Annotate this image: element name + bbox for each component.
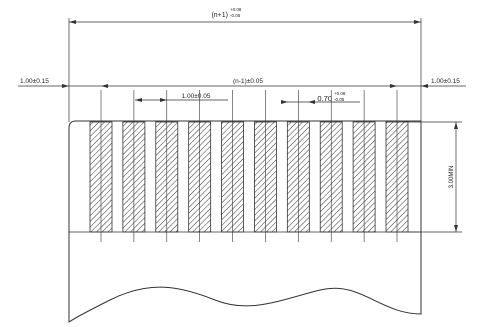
pad-height-dimension: 3.00MIN [404, 121, 462, 233]
pad-width-tol-upper: +0.08 [334, 91, 346, 96]
pad-width-label: 0.70 [317, 94, 332, 103]
pad-width-dimension: 0.70 +0.08 -0.05 [281, 91, 360, 104]
pitch-span-label: (n-1)±0.05 [233, 78, 263, 85]
pitch-label: 1.00±0.05 [182, 93, 211, 100]
contact-pads [89, 90, 409, 242]
overall-width-dimension: (n+1) +0.08 -0.05 [68, 7, 422, 122]
overall-width-tol-lower: -0.05 [230, 13, 241, 18]
right-margin-label: 1.00±0.15 [431, 78, 460, 85]
overall-width-tol-upper: +0.08 [230, 7, 242, 12]
overall-width-label: (n+1) [211, 12, 228, 19]
pad-height-label: 3.00MIN [449, 166, 455, 189]
left-margin-label: 1.00±0.15 [20, 78, 49, 85]
pitch-dimension: 1.00±0.05 [135, 93, 228, 102]
margin-dimension-line: 1.00±0.15 (n-1)±0.05 1.00±0.15 [18, 78, 466, 88]
pad-width-tol-lower: -0.05 [334, 97, 345, 102]
connector-body-outline [68, 120, 422, 323]
